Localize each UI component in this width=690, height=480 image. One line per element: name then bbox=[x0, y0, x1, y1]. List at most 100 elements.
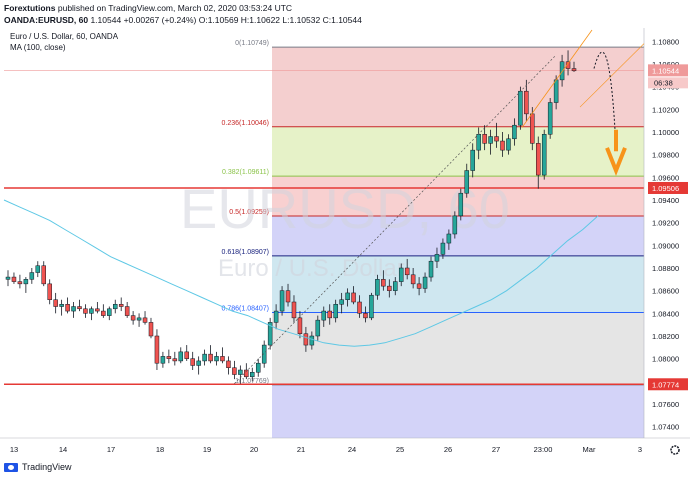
candle-body[interactable] bbox=[71, 306, 76, 312]
candle-body[interactable] bbox=[309, 335, 315, 346]
candle-body[interactable] bbox=[524, 90, 529, 115]
candle-body[interactable] bbox=[357, 301, 362, 314]
candle-body[interactable] bbox=[339, 299, 344, 305]
candle-body[interactable] bbox=[291, 301, 297, 319]
candle-body[interactable] bbox=[101, 310, 106, 316]
candle-body[interactable] bbox=[387, 285, 392, 291]
candle-body[interactable] bbox=[303, 333, 309, 346]
candle-body[interactable] bbox=[202, 353, 207, 362]
candle-body[interactable] bbox=[530, 113, 535, 144]
candle-body[interactable] bbox=[470, 149, 475, 171]
candle-body[interactable] bbox=[536, 143, 541, 176]
candle-body[interactable] bbox=[541, 134, 547, 176]
candle-body[interactable] bbox=[238, 369, 243, 375]
price-chart[interactable]: 0(1.10749) 0.236(1.10046) 0.382(1.09611) 0.… bbox=[0, 28, 690, 480]
hline-price-badge[interactable] bbox=[648, 378, 688, 391]
candle-body[interactable] bbox=[458, 192, 464, 217]
candle-body[interactable] bbox=[434, 254, 440, 262]
trend-line-upper[interactable] bbox=[521, 29, 593, 128]
candle-body[interactable] bbox=[214, 356, 219, 362]
candle-body[interactable] bbox=[369, 294, 374, 319]
candle-body[interactable] bbox=[261, 344, 267, 364]
candle-body[interactable] bbox=[83, 308, 88, 314]
candle-body[interactable] bbox=[17, 281, 23, 285]
candle-body[interactable] bbox=[190, 358, 195, 366]
candle-body[interactable] bbox=[565, 61, 571, 69]
candle-body[interactable] bbox=[345, 292, 350, 300]
candle-body[interactable] bbox=[321, 310, 327, 321]
candle-body[interactable] bbox=[500, 140, 505, 151]
candle-body[interactable] bbox=[351, 292, 356, 303]
candle-body[interactable] bbox=[416, 283, 422, 289]
candle-body[interactable] bbox=[315, 319, 321, 337]
candle-body[interactable] bbox=[172, 358, 178, 362]
candle-body[interactable] bbox=[41, 265, 46, 285]
candle-body[interactable] bbox=[130, 315, 136, 321]
candle-body[interactable] bbox=[226, 360, 231, 368]
candle-body[interactable] bbox=[327, 310, 332, 319]
candle-body[interactable] bbox=[494, 136, 499, 142]
candle-body[interactable] bbox=[142, 317, 148, 323]
candle-body[interactable] bbox=[381, 279, 386, 287]
candle-body[interactable] bbox=[154, 335, 160, 364]
countdown-badge[interactable] bbox=[648, 77, 688, 89]
candle-body[interactable] bbox=[553, 79, 559, 103]
candle-body[interactable] bbox=[5, 276, 11, 280]
candle-body[interactable] bbox=[208, 353, 213, 362]
candle-body[interactable] bbox=[488, 136, 493, 144]
candle-body[interactable] bbox=[482, 134, 487, 144]
candle-body[interactable] bbox=[124, 306, 130, 316]
candle-body[interactable] bbox=[398, 267, 404, 282]
candle-body[interactable] bbox=[77, 306, 82, 310]
candle-body[interactable] bbox=[47, 283, 52, 300]
candle-body[interactable] bbox=[571, 68, 577, 72]
candle-body[interactable] bbox=[375, 279, 380, 296]
candle-body[interactable] bbox=[440, 242, 446, 255]
candle-body[interactable] bbox=[333, 304, 338, 319]
candle-body[interactable] bbox=[512, 124, 517, 140]
candle-body[interactable] bbox=[518, 90, 523, 126]
candle-body[interactable] bbox=[410, 274, 416, 285]
candle-body[interactable] bbox=[35, 265, 41, 273]
trend-line-lower[interactable] bbox=[579, 43, 645, 108]
candle-body[interactable] bbox=[11, 276, 17, 282]
candle-body[interactable] bbox=[476, 134, 481, 151]
legend-ma[interactable]: MA (100, close) bbox=[10, 43, 66, 52]
candle-body[interactable] bbox=[184, 351, 189, 359]
candle-body[interactable] bbox=[196, 360, 201, 366]
candle-body[interactable] bbox=[29, 272, 35, 280]
candle-body[interactable] bbox=[428, 260, 434, 278]
candle-body[interactable] bbox=[267, 322, 273, 346]
candle-body[interactable] bbox=[23, 279, 29, 285]
candle-body[interactable] bbox=[547, 102, 553, 135]
candle-body[interactable] bbox=[220, 356, 225, 362]
current-price-badge[interactable] bbox=[648, 64, 688, 77]
candle-body[interactable] bbox=[279, 290, 285, 312]
candle-body[interactable] bbox=[166, 356, 172, 359]
candle-body[interactable] bbox=[506, 138, 511, 151]
candle-body[interactable] bbox=[95, 308, 100, 312]
gear-icon[interactable] bbox=[670, 445, 680, 455]
moving-average-line[interactable] bbox=[3, 199, 599, 347]
candle-body[interactable] bbox=[422, 276, 428, 289]
chart-area[interactable]: 0(1.10749) 0.236(1.10046) 0.382(1.09611) 0.… bbox=[0, 28, 690, 480]
candle-body[interactable] bbox=[464, 170, 470, 194]
fib-trend-line[interactable] bbox=[234, 54, 557, 384]
candle-body[interactable] bbox=[89, 308, 94, 314]
candle-body[interactable] bbox=[148, 322, 154, 337]
candle-body[interactable] bbox=[297, 317, 303, 334]
candle-body[interactable] bbox=[452, 215, 458, 235]
candle-body[interactable] bbox=[446, 233, 452, 244]
tradingview-logo[interactable]: TradingView bbox=[4, 462, 72, 472]
candle-body[interactable] bbox=[232, 367, 237, 375]
candle-body[interactable] bbox=[559, 61, 565, 81]
candle-body[interactable] bbox=[285, 290, 291, 303]
candle-body[interactable] bbox=[59, 304, 64, 307]
candle-body[interactable] bbox=[393, 281, 398, 291]
candle-body[interactable] bbox=[53, 299, 58, 307]
candle-body[interactable] bbox=[107, 308, 112, 316]
candle-body[interactable] bbox=[404, 267, 410, 276]
candle-body[interactable] bbox=[250, 372, 255, 378]
candle-body[interactable] bbox=[136, 317, 142, 321]
candle-body[interactable] bbox=[244, 369, 249, 378]
